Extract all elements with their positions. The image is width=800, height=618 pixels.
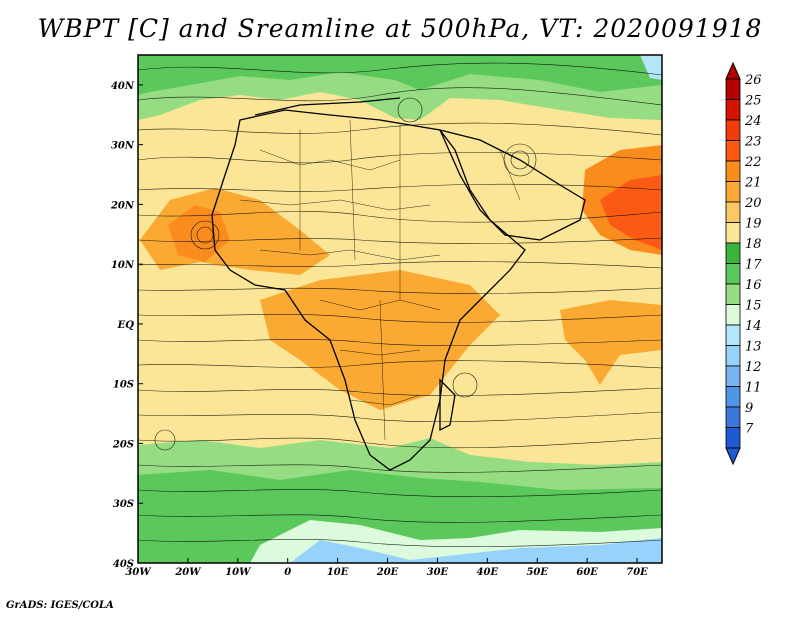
- colorbar-label: 20: [744, 196, 762, 211]
- colorbar-swatch: [725, 201, 741, 223]
- x-tick-label: 30E: [427, 567, 449, 578]
- map-frame: [137, 54, 663, 564]
- colorbar-label: 25: [744, 94, 762, 109]
- y-tick-label: 10N: [111, 260, 135, 271]
- colorbar-swatch: [725, 406, 741, 428]
- colorbar-swatch: [725, 140, 741, 162]
- colorbar-label: 13: [745, 340, 762, 355]
- colorbar-top-arrow: [725, 61, 741, 80]
- colorbar-label: 18: [745, 237, 762, 252]
- y-tick-label: 40S: [113, 559, 134, 570]
- colorbar-swatch: [725, 283, 741, 305]
- colorbar-swatch: [725, 365, 741, 387]
- y-tick-label: 20N: [110, 200, 135, 211]
- country-borders: [239, 119, 521, 441]
- credit-text: GrADS: IGES/COLA: [6, 600, 114, 611]
- x-tick-label: 40E: [477, 567, 499, 578]
- colorbar-swatch: [725, 263, 741, 285]
- colorbar-swatch: [725, 78, 741, 100]
- x-tick-label: 50E: [526, 567, 548, 578]
- field-north-green-dark: [138, 55, 662, 95]
- map-plot-area: [138, 55, 662, 563]
- coastlines: [211, 97, 586, 471]
- colorbar-swatch: [725, 181, 741, 203]
- field-northeast-blue: [640, 55, 662, 80]
- colorbar-swatch: [725, 386, 741, 408]
- y-tick-label: 30N: [111, 141, 135, 152]
- colorbar-label: 9: [745, 401, 753, 416]
- colorbar-label: 7: [745, 422, 754, 437]
- x-tick-label: 0: [284, 567, 291, 578]
- colorbar-swatch: [725, 222, 741, 244]
- y-tick-label: 20S: [112, 439, 134, 450]
- y-tick-label: EQ: [117, 320, 135, 331]
- colorbar-label: 17: [745, 258, 762, 273]
- colorbar-label: 26: [744, 73, 762, 88]
- colorbar-label: 19: [745, 217, 762, 232]
- colorbar-label: 22: [744, 155, 762, 170]
- x-tick-label: 10W: [225, 567, 252, 578]
- colorbar-swatch: [725, 119, 741, 141]
- chart-title: WBPT [C] and Sreamline at 500hPa, VT: 20…: [37, 14, 763, 43]
- colorbar-label: 14: [745, 319, 762, 334]
- colorbar-label: 11: [745, 381, 762, 396]
- colorbar-swatch: [725, 304, 741, 326]
- x-tick-label: 60E: [576, 567, 598, 578]
- colorbar-swatch: [725, 345, 741, 367]
- field-central-orange: [260, 270, 500, 410]
- colorbar-swatch: [725, 427, 741, 449]
- x-tick-label: 70E: [626, 567, 648, 578]
- x-tick-label: 20E: [376, 567, 399, 578]
- colorbar-label: 21: [744, 176, 762, 191]
- colorbar: 26 25 24 23 22 21 20 19 18 17 16 15 14 13 12 11 9 7: [725, 61, 762, 466]
- colorbar-label: 12: [745, 360, 762, 375]
- y-tick-label: 40N: [111, 81, 135, 92]
- colorbar-label: 23: [744, 135, 762, 150]
- y-tick-label: 10S: [113, 380, 134, 391]
- field-east-eq-orange: [560, 300, 662, 385]
- field-east-redorange: [600, 175, 662, 250]
- colorbar-bottom-arrow: [725, 447, 741, 466]
- y-axis-ticks: 40N 30N 20N 10N EQ 10S 20S 30S 40S: [110, 81, 143, 570]
- x-tick-label: 10E: [327, 567, 349, 578]
- colorbar-swatch: [725, 160, 741, 182]
- colorbar-label: 16: [745, 278, 762, 293]
- streamlines: [138, 62, 662, 547]
- colorbar-label: 24: [744, 114, 762, 129]
- colorbar-label: 15: [745, 299, 762, 314]
- x-axis-ticks: 30W 20W 10W 0 10E 20E 30E 40E 50E 60E 70E: [125, 558, 648, 578]
- colorbar-swatch: [725, 99, 741, 121]
- x-tick-label: 30W: [125, 567, 152, 578]
- colorbar-swatch: [725, 324, 741, 346]
- colorbar-swatch: [725, 242, 741, 264]
- y-tick-label: 30S: [113, 499, 134, 510]
- field-south-blue: [290, 538, 662, 563]
- x-tick-label: 20W: [174, 567, 202, 578]
